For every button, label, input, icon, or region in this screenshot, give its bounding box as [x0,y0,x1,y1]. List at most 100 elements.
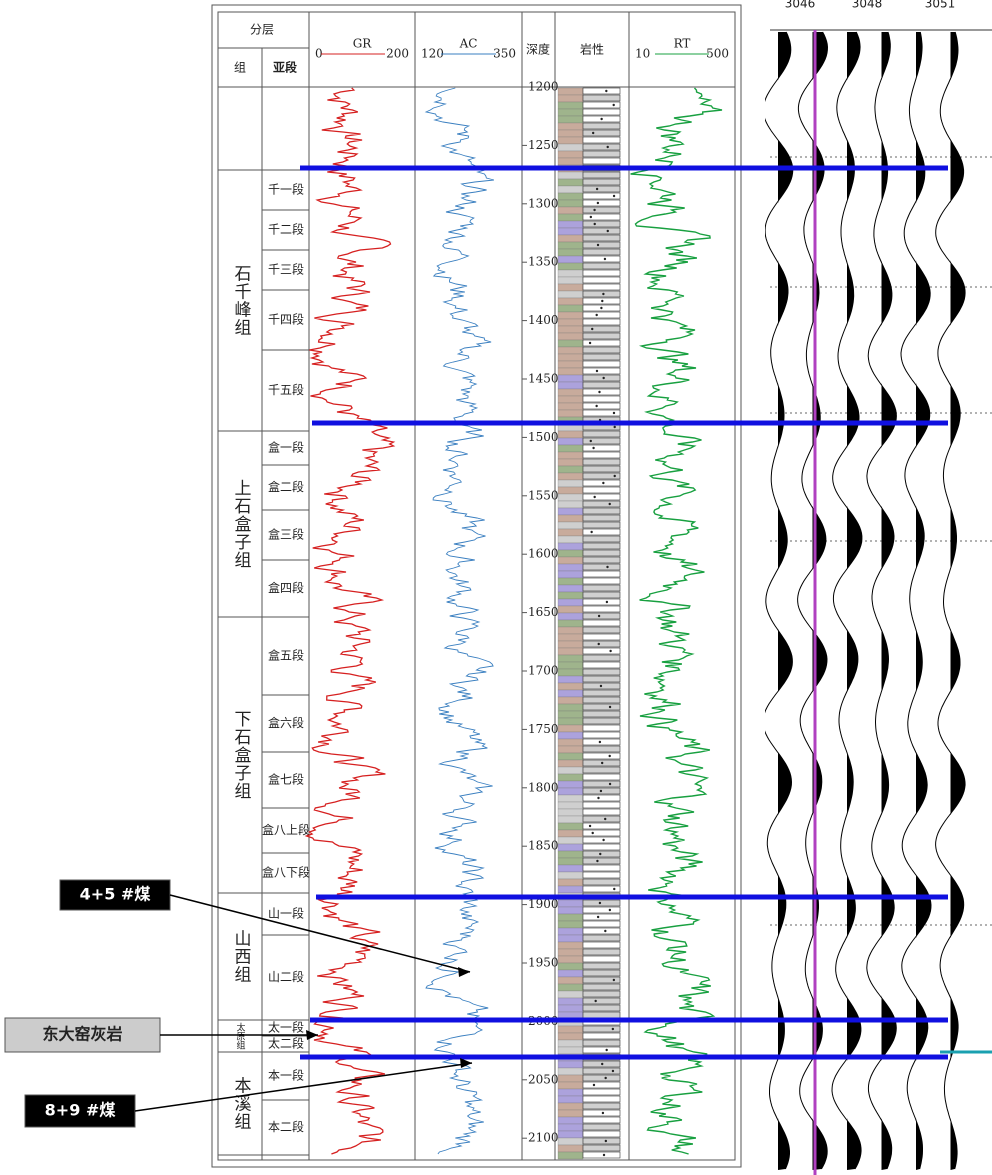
seismic-fill [847,32,862,1170]
callout-text: 4+5 #煤 [80,885,151,904]
lithology-left [557,696,584,705]
seismic-fill [916,32,931,1170]
lithology-left [557,241,584,250]
lithology-left [557,311,584,320]
lithology-right [582,367,621,375]
depth-label: 1550 [528,488,559,502]
seismic-trace [831,31,863,1170]
lithology-right [582,724,621,732]
lithology-left [557,451,584,460]
lithology-right [582,857,621,865]
lithology-right [582,591,621,599]
lithology-left [557,444,584,453]
lithology-left [557,605,584,614]
member-label: 盒七段 [268,772,304,787]
member-label: 太一段 [268,1020,304,1035]
lithology-left [557,101,584,110]
member-label: 本一段 [268,1068,304,1083]
lithology-left [557,731,584,740]
lithology-header: 岩性 [580,42,604,57]
lithology-left [557,927,584,936]
lithology-left [557,283,584,292]
lithology-left [557,612,584,621]
lithology-left [557,409,584,418]
lithology-right [582,913,621,921]
lithology-right [582,710,621,718]
seismic-axis-label: 3046 [785,0,816,11]
lithology-left [557,325,584,334]
lithology-left [557,1067,584,1076]
lithology-left [557,248,584,257]
lithology-left [557,388,584,397]
lithology-right [582,801,621,809]
lithology-right [582,927,621,935]
lithology-left [557,367,584,376]
depth-header: 深度 [526,42,550,57]
lithology-left [557,549,584,558]
lithology-right [582,969,621,977]
depth-label: 2050 [528,1072,559,1086]
lithology-left [557,717,584,726]
curve-name: AC [459,37,478,51]
lithology-right [582,647,621,655]
lithology-left [557,871,584,880]
curve-name: RT [674,37,691,51]
lithology-left [557,150,584,159]
lithology-left [557,199,584,208]
lithology-dot [589,439,592,443]
depth-label: 1650 [528,605,559,619]
lithology-dot [602,1153,606,1157]
lithology-dot [601,1062,604,1066]
lithology-right [582,276,621,284]
group-header: 组 [234,61,246,75]
lithology-left [557,591,584,600]
lithology-right [582,1032,621,1040]
lithology-left [557,633,584,642]
lithology-left [557,1032,584,1041]
lithology-left [557,1074,584,1083]
lithology-left [557,983,584,992]
lithology-right [582,1109,621,1117]
log-curve [304,87,396,1155]
lithology-left [557,206,584,215]
lithology-right [582,108,621,116]
lithology-left [557,213,584,222]
lithology-left [557,87,584,96]
lithology-left [557,864,584,873]
lithology-dot [600,306,603,310]
seismic-fill [950,32,966,1170]
lithology-right [582,1116,621,1124]
seismic: 3046 3048 3051 [765,0,992,1175]
lithology-left [557,269,584,278]
depth-label: 1850 [528,839,559,853]
lithology-right [582,822,621,830]
lithology-left [557,899,584,908]
lithology-left [557,318,584,327]
lithology-left [557,192,584,201]
lithology-left [557,857,584,866]
lithology-left [557,143,584,152]
lithology-left [557,1102,584,1111]
lithology-dot [591,831,594,835]
depth-label: 1600 [528,547,559,561]
lithology-dot [596,915,600,919]
member-label: 盒八上段 [262,822,310,837]
lithology-dot [588,824,592,828]
curve-name: GR [353,37,373,51]
lithology-left [557,528,584,537]
lithology-right [582,661,621,669]
lithology-left [557,220,584,229]
lithology-left [557,724,584,733]
lithology-right [582,703,621,711]
lithology-right [582,990,621,998]
curve-max: 200 [386,47,409,61]
lithology-left [557,255,584,264]
member-label: 千三段 [268,262,304,277]
lithology-left [557,1130,584,1139]
lithology-right [582,570,621,578]
lithology-left [557,878,584,887]
lithology-right [582,1123,621,1131]
lithology-right [582,185,621,193]
lithology-left [557,794,584,803]
lithology-left [557,381,584,390]
